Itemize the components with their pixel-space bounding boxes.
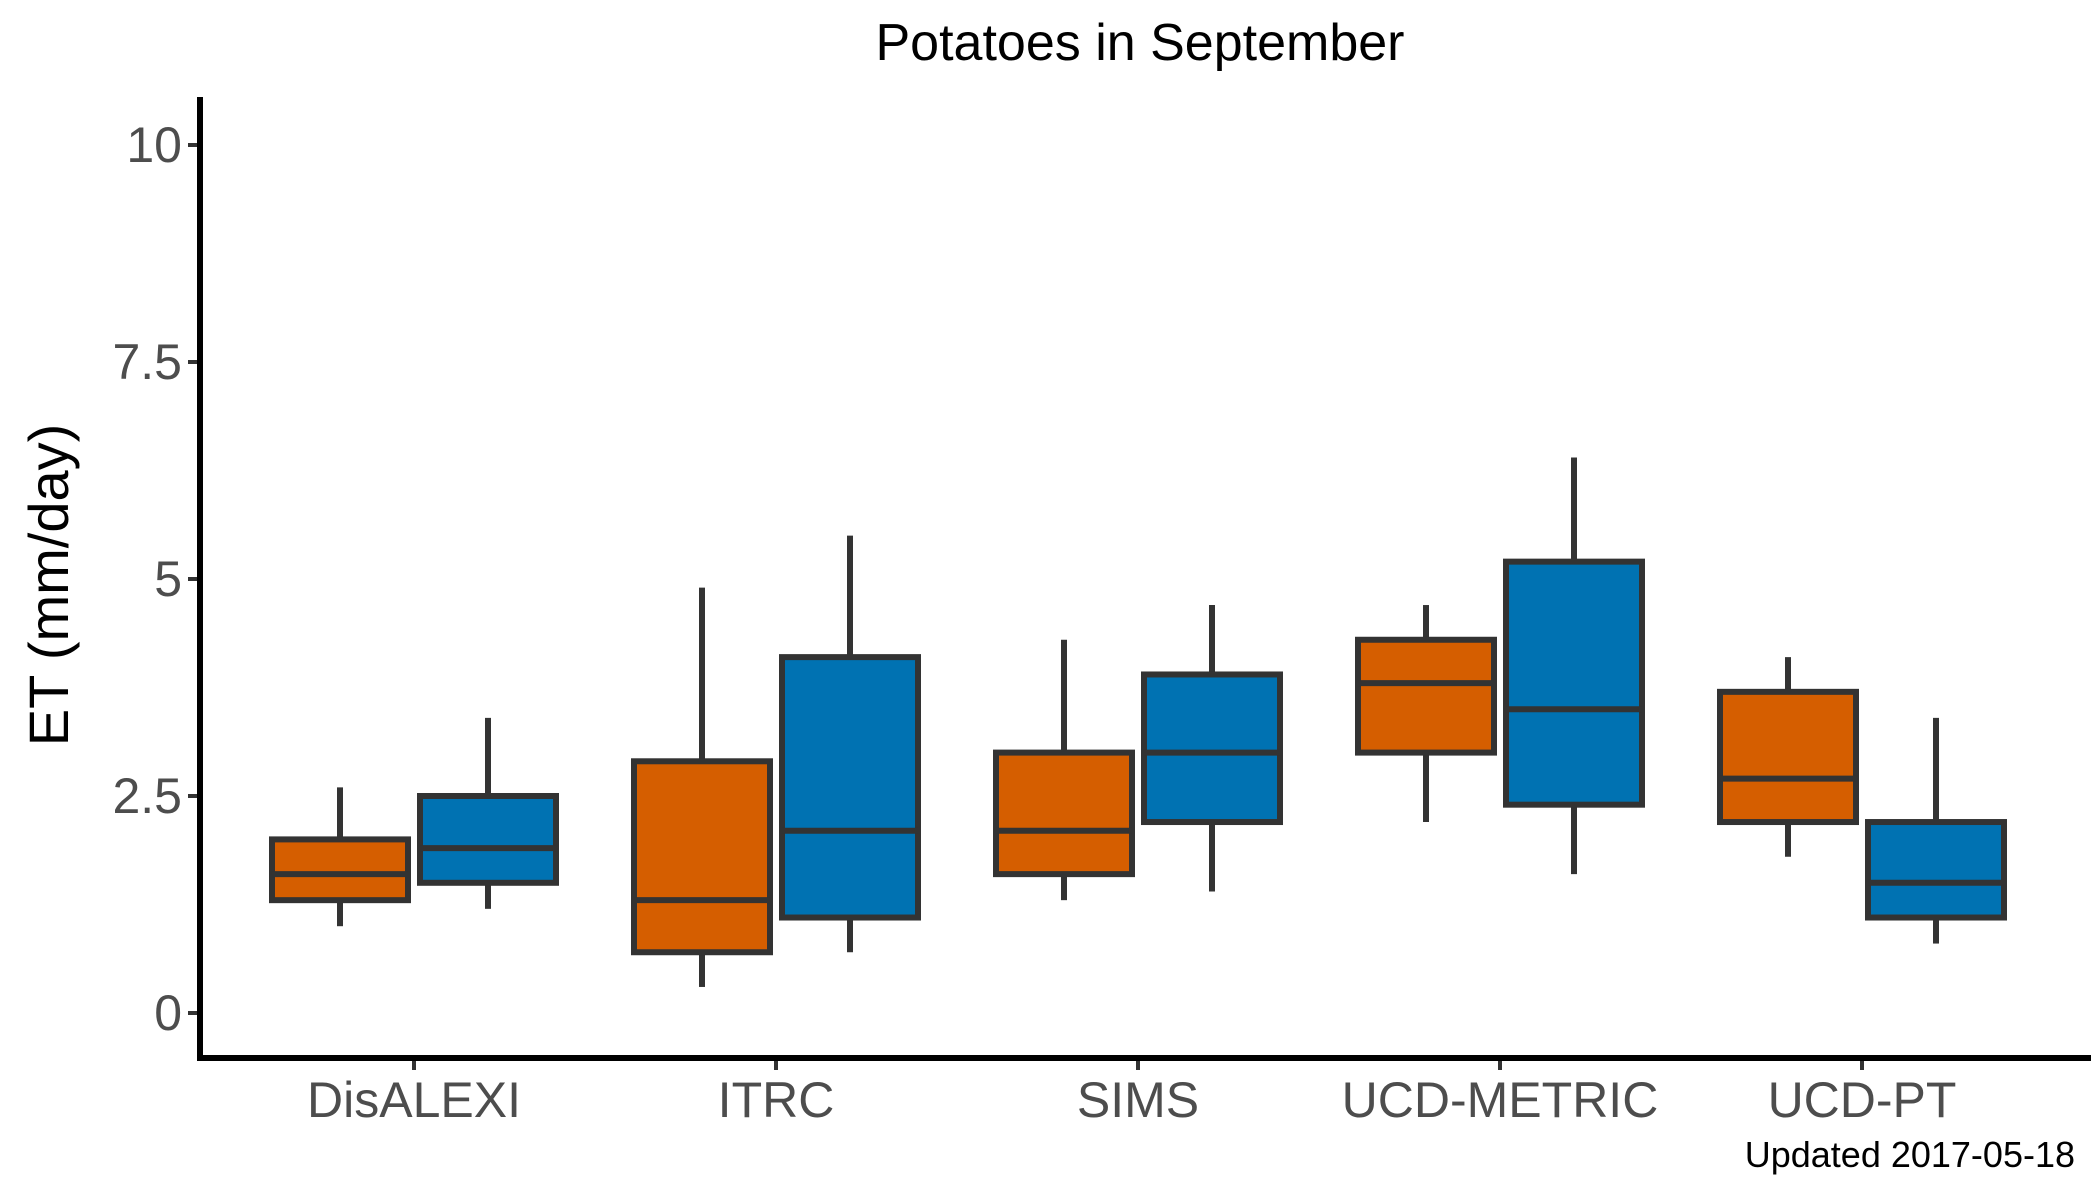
box-iqr <box>1865 819 2007 921</box>
x-tick-label: DisALEXI <box>307 1072 521 1128</box>
y-tick-label: 7.5 <box>112 334 182 390</box>
y-tick-label: 10 <box>126 117 182 173</box>
box-iqr <box>631 758 773 956</box>
x-tick-label: UCD-METRIC <box>1342 1072 1659 1128</box>
updated-date-note: Updated 2017-05-18 <box>1745 1134 2075 1175</box>
y-tick-label: 2.5 <box>112 768 182 824</box>
y-tick-label: 0 <box>154 985 182 1041</box>
box-plot <box>1717 657 1859 857</box>
x-tick-label: UCD-PT <box>1768 1072 1957 1128</box>
y-tick-label: 5 <box>154 551 182 607</box>
y-axis-title: ET (mm/day) <box>17 424 80 747</box>
box-iqr <box>1355 636 1497 756</box>
x-tick-label: ITRC <box>718 1072 835 1128</box>
box-plot <box>1865 717 2007 944</box>
box-plot <box>417 717 559 909</box>
box-iqr <box>779 654 921 921</box>
x-axis-ticks: DisALEXI ITRC SIMS UCD-METRIC UCD-PT <box>307 1058 1956 1128</box>
x-tick-label: SIMS <box>1077 1072 1199 1128</box>
box-plot <box>993 639 1135 901</box>
box-plot <box>1355 605 1497 823</box>
chart-title: Potatoes in September <box>876 14 1405 72</box>
box-plot <box>1503 457 1645 875</box>
box-iqr <box>417 793 559 886</box>
box-iqr <box>993 749 1135 878</box>
box-iqr <box>1141 671 1283 826</box>
box-iqr <box>1503 558 1645 808</box>
box-plot <box>1141 605 1283 892</box>
y-axis-ticks: 0 2.5 5 7.5 10 <box>112 117 200 1041</box>
box-iqr <box>1717 688 1859 826</box>
box-plot <box>269 787 411 927</box>
box-plots <box>269 457 2007 987</box>
box-plot <box>631 587 773 987</box>
box-iqr <box>269 836 411 904</box>
box-plot <box>779 535 921 953</box>
